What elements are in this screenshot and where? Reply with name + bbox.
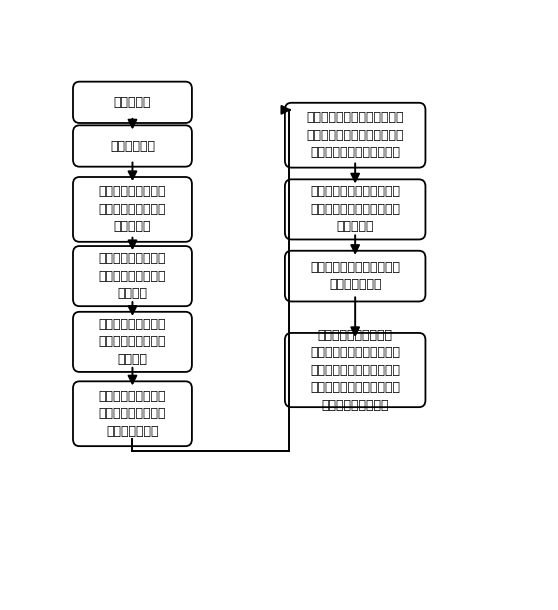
FancyBboxPatch shape (285, 103, 425, 168)
Text: 获取视网膜生理参数：
视盘、视杯区域；视盘视杯
长短半径比；视杯体积；视
乳头开口位置，筛板上界位
置及筛板平均深度。: 获取视网膜生理参数： 视盘、视杯区域；视盘视杯 长短半径比；视杯体积；视 乳头开… (310, 329, 400, 412)
Text: 最大津阈值法分割视
网膜第一层，生成动
态约束参数: 最大津阈值法分割视 网膜第一层，生成动 态约束参数 (99, 185, 166, 234)
FancyBboxPatch shape (73, 246, 192, 306)
FancyBboxPatch shape (73, 381, 192, 446)
Text: 基于动态参数及区域
约束的双层图搜索第
七、九层的分层: 基于动态参数及区域 约束的双层图搜索第 七、九层的分层 (99, 390, 166, 438)
FancyBboxPatch shape (285, 179, 425, 240)
Text: 视网膜图像: 视网膜图像 (114, 96, 151, 109)
Text: 计算第七、十一层之间的光密
度图，极坐标展开图搜索获得
视盘边界，结果返回到原图: 计算第七、十一层之间的光密 度图，极坐标展开图搜索获得 视盘边界，结果返回到原图 (306, 111, 404, 159)
Text: 图搜索计算视杯区域第一层
以下的筛板上界: 图搜索计算视杯区域第一层 以下的筛板上界 (310, 261, 400, 292)
Text: 基于动态参数及区域
约束的图搜索第一层
分层优化: 基于动态参数及区域 约束的图搜索第一层 分层优化 (99, 252, 166, 300)
FancyBboxPatch shape (73, 312, 192, 372)
FancyBboxPatch shape (285, 333, 425, 407)
FancyBboxPatch shape (73, 82, 192, 123)
FancyBboxPatch shape (73, 177, 192, 242)
FancyBboxPatch shape (73, 125, 192, 167)
Text: 去噪预预处理: 去噪预预处理 (110, 140, 155, 152)
FancyBboxPatch shape (285, 251, 425, 301)
Text: 基于动态参数及区域
约束的图搜索第十一
层的分层: 基于动态参数及区域 约束的图搜索第十一 层的分层 (99, 318, 166, 366)
Text: 根据第十一层分层和视盘边
界判定视乳头开口位置及视
杯区域位置: 根据第十一层分层和视盘边 界判定视乳头开口位置及视 杯区域位置 (310, 185, 400, 234)
